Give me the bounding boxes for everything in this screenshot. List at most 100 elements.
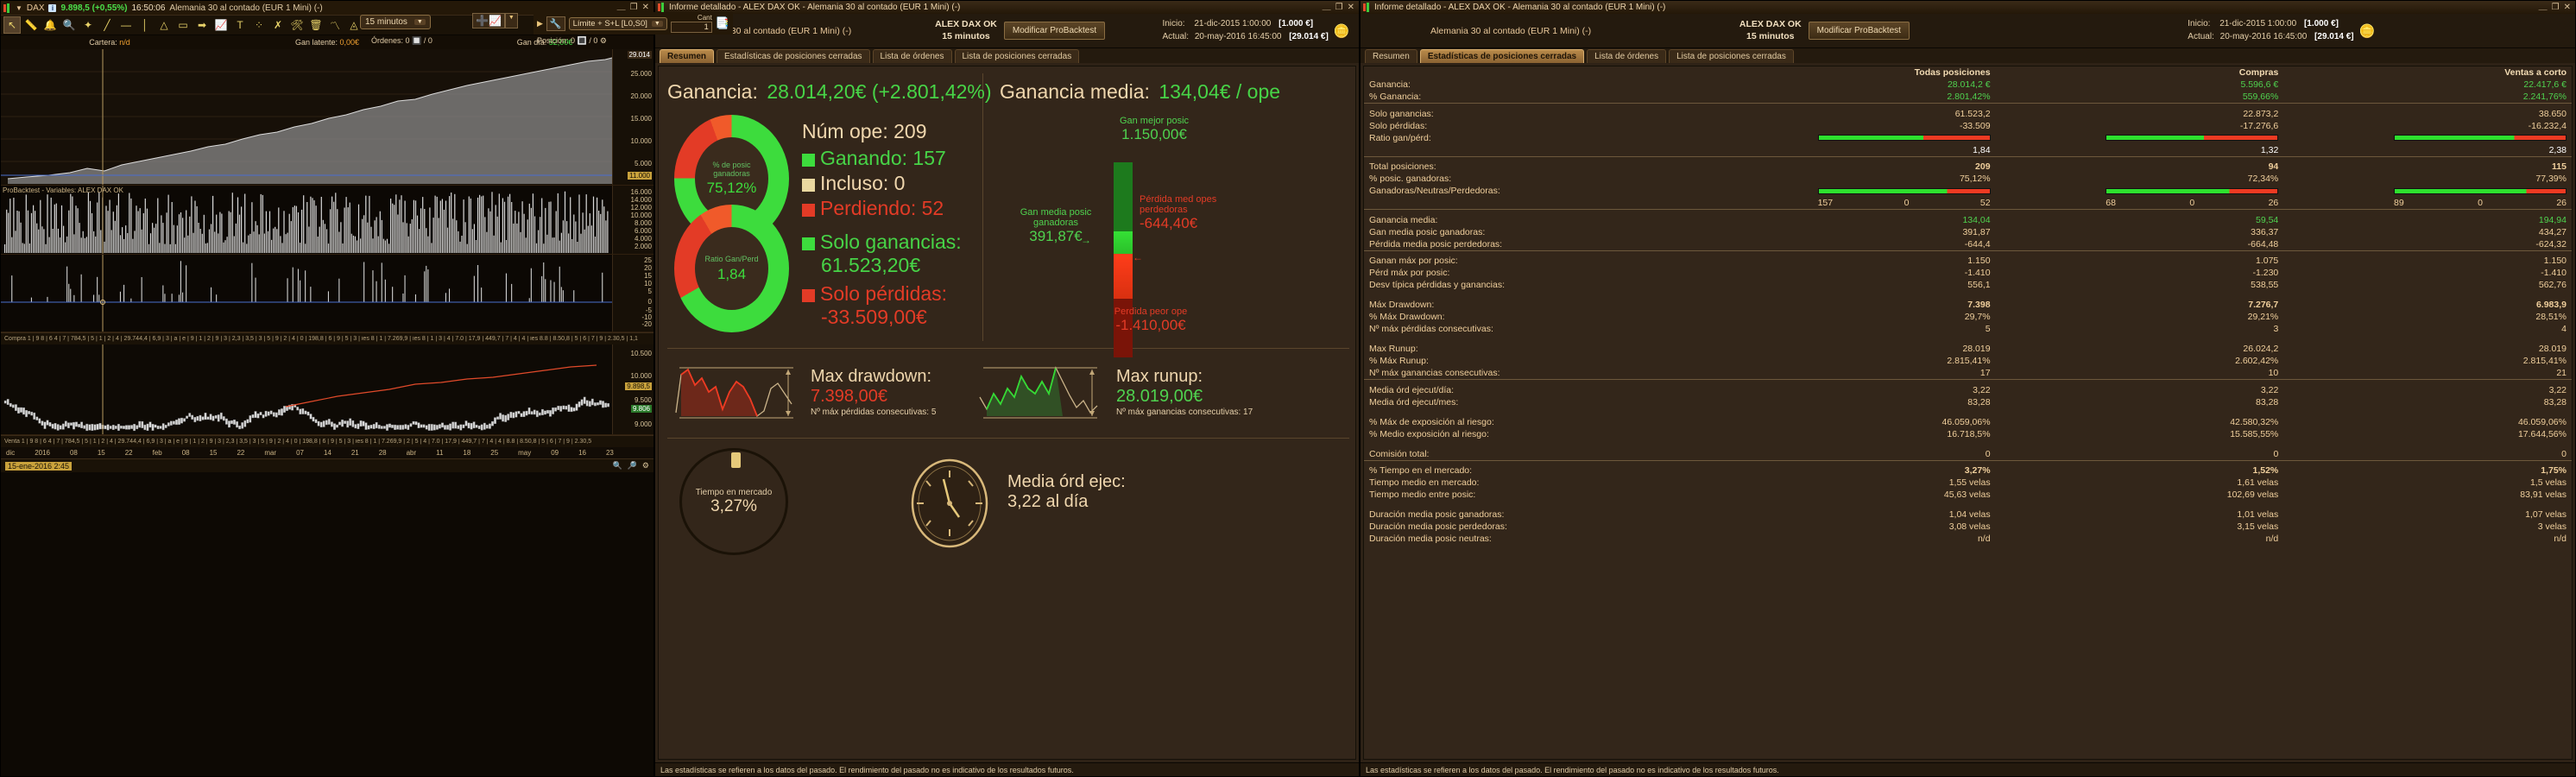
order-type-dropdown[interactable]: Límite + S+L [L0,S0] ▼ (568, 16, 667, 30)
tab-lista-posiciones[interactable]: Lista de posiciones cerradas (1669, 49, 1794, 63)
price-axis-tick-3: 9.000 (634, 420, 652, 428)
triple-cell: 68 0 26 (1996, 197, 2284, 210)
modify-probacktest-button[interactable]: Modificar ProBacktest (1003, 22, 1106, 40)
cursor-arrow-icon[interactable]: ↖ (3, 16, 21, 34)
legend-loss-swatch-2 (802, 289, 815, 302)
settings-gear-icon[interactable]: ⚙ (641, 461, 649, 470)
maxdd-label: Max drawdown: (811, 367, 932, 386)
vertical-line-icon[interactable]: │ (142, 19, 148, 31)
cant-input[interactable]: 1 (670, 21, 712, 33)
gears-icon[interactable]: ⚙ (599, 36, 607, 45)
chevron-down-icon[interactable]: ▼ (504, 13, 518, 28)
indicator-icon[interactable]: 〽 (329, 19, 340, 32)
table-gap (1364, 501, 2572, 509)
zoom-out-icon[interactable]: 🔍 (612, 461, 622, 470)
ruler-icon[interactable]: 📏 (24, 19, 38, 31)
window-buttons[interactable]: ＿ ❐ ✕ (1323, 3, 1356, 12)
table-row: % Tiempo en el mercado: 3,27% 1,52% 1,75% (1364, 464, 2572, 477)
chevron-down-icon[interactable]: ▼ (651, 20, 663, 27)
triangle-icon[interactable]: △ (160, 19, 168, 31)
ray-icon[interactable]: ✗ (273, 19, 283, 31)
ratio-bar (2106, 135, 2279, 142)
row-value: 0 (2561, 448, 2567, 459)
chevron-down-icon[interactable]: ▼ (414, 19, 426, 25)
timeframe-dropdown[interactable]: 15 minutos ▼ (360, 15, 431, 29)
variables-panel[interactable]: ProBacktest - Variables: ALEX DAX OK 16.… (1, 186, 653, 255)
perd-peor-label: Perdida peor ope (1114, 306, 1188, 317)
minimize-icon: ＿ (1322, 2, 1331, 12)
row-value: 28.019 (1962, 344, 1991, 354)
tab-estadisticas[interactable]: Estadísticas de posiciones cerradas (717, 49, 870, 63)
order-entry-toolbar[interactable]: ▶ 🔧 Límite + S+L [L0,S0] ▼ Cant 1 📑 (534, 12, 734, 35)
info-icon[interactable]: i (48, 3, 57, 12)
expand-arrow-icon[interactable]: ▶ (537, 18, 543, 28)
var-axis-tick-1: 14.000 (630, 196, 652, 204)
cant-label: Cant (697, 13, 712, 22)
indicator-panel[interactable]: 25 20 15 10 5 0 -5 -10 -20 (1, 255, 653, 332)
modify-probacktest-button[interactable]: Modificar ProBacktest (1808, 22, 1910, 40)
table-row: Pérd máx por posic: -1.410 -1.230 -1.410 (1364, 267, 2572, 279)
row-label: Solo ganancias: (1369, 108, 1434, 119)
right-dates-cell: Inicio: 21-dic-2015 1:00:00 [1.000 €] Ac… (1988, 14, 2575, 47)
trendline-icon[interactable]: ╱ (104, 19, 110, 31)
pattern-icon[interactable]: ◬ (350, 19, 358, 31)
date-axis-tick: feb (152, 449, 162, 457)
incluso: Incluso: 0 (820, 172, 906, 194)
row-label: Nº máx ganancias consecutivas: (1369, 368, 1500, 378)
alarm-bell-icon[interactable]: 🔔 (43, 19, 57, 31)
row-value: 1,55 velas (1948, 477, 1991, 488)
chevron-down-icon[interactable]: ▼ (16, 3, 22, 12)
right-tabs[interactable]: Resumen Estadísticas de posiciones cerra… (1361, 48, 2575, 63)
rectangle-icon[interactable]: ▭ (178, 19, 188, 31)
date-axis-tick: 22 (237, 449, 245, 457)
tab-resumen[interactable]: Resumen (660, 49, 715, 63)
table-row: % Máx Drawdown: 29,7% 29,21% 28,51% (1364, 311, 2572, 323)
right-title-bar: Informe detallado - ALEX DAX OK - Aleman… (1361, 1, 2575, 14)
cant-field-group[interactable]: Cant 1 (670, 13, 712, 33)
order-book-icon[interactable]: 📑 (715, 16, 730, 29)
tab-estadisticas[interactable]: Estadísticas de posiciones cerradas (1419, 49, 1585, 63)
chart-status-bar[interactable]: 15-ene-2016 2:45 🔍 🔎 ⚙ (1, 458, 653, 472)
magnifier-icon[interactable]: 🔍 (62, 19, 76, 31)
price-panel[interactable]: 10.500 10.000 9.500 9.000 9.898,5 9.806 (1, 344, 653, 435)
add-indicator-button[interactable]: ➕📈 ▼ (472, 13, 518, 28)
arrow-right-icon[interactable]: ➡ (197, 19, 207, 31)
scatter-icon[interactable]: ⁘ (254, 19, 264, 31)
window-buttons[interactable]: ＿ ❐ ✕ (2539, 3, 2573, 12)
window-buttons[interactable]: ＿ ❐ ✕ (617, 3, 651, 12)
mid-report-body: Ganancia: 28.014,20€ (+2.801,42%) % de p… (658, 66, 1356, 760)
right-report-body[interactable]: Todas posiciones Compras Ventas a corto Gan… (1363, 66, 2573, 760)
annotation-chart-icon[interactable]: 📈 (214, 19, 228, 31)
chart-instrument: Alemania 30 al contado (EUR 1 Mini) (-) (169, 3, 323, 13)
zoom-in-icon[interactable]: 🔎 (627, 461, 637, 470)
add-indicator-icon[interactable]: ➕📈 (472, 13, 505, 28)
sparkle-icon[interactable]: ✦ (83, 19, 93, 31)
row-value: 1,5 velas (2529, 477, 2567, 488)
legend-win-swatch (802, 154, 815, 167)
row-label: Pérd máx por posic: (1369, 268, 1450, 278)
chart-canvas-area[interactable]: 29.014 25.000 20.000 15.000 10.000 5.000… (1, 49, 653, 776)
row-label: Tiempo medio entre posic: (1369, 490, 1476, 500)
table-row: Ratio gan/pérd: (1364, 132, 2572, 144)
maxru-label: Max runup: (1116, 367, 1203, 386)
ratio-bar-cell (2283, 132, 2572, 144)
tab-lista-posiciones[interactable]: Lista de posiciones cerradas (954, 49, 1080, 63)
max-runup-block: Max runup: 28.019,00€ Nº máx ganancias c… (1116, 367, 1253, 417)
tools-icon[interactable]: 🛠 (290, 19, 304, 31)
wrench-icon[interactable]: 🔧 (546, 16, 565, 31)
tab-lista-ordenes[interactable]: Lista de órdenes (872, 49, 952, 63)
row-value: n/d (2554, 534, 2567, 544)
row-label: % Medio exposición al riesgo: (1369, 428, 1489, 439)
horizontal-line-icon[interactable]: — (121, 19, 131, 31)
ind-axis-tick-8: -20 (641, 320, 652, 328)
row-value: 336,37 (2251, 226, 2279, 237)
equity-panel[interactable]: 29.014 25.000 20.000 15.000 10.000 5.000… (1, 49, 653, 186)
trash-icon[interactable]: 🗑 (309, 19, 323, 31)
text-tool-icon[interactable]: T (237, 19, 243, 31)
row-value: 134,04 (1962, 214, 1991, 225)
row-value: 10 (2268, 368, 2279, 378)
table-separator (1364, 155, 2572, 161)
tab-lista-ordenes[interactable]: Lista de órdenes (1587, 49, 1667, 63)
tab-resumen[interactable]: Resumen (1365, 49, 1417, 63)
mid-tabs[interactable]: Resumen Estadísticas de posiciones cerra… (655, 48, 1359, 63)
